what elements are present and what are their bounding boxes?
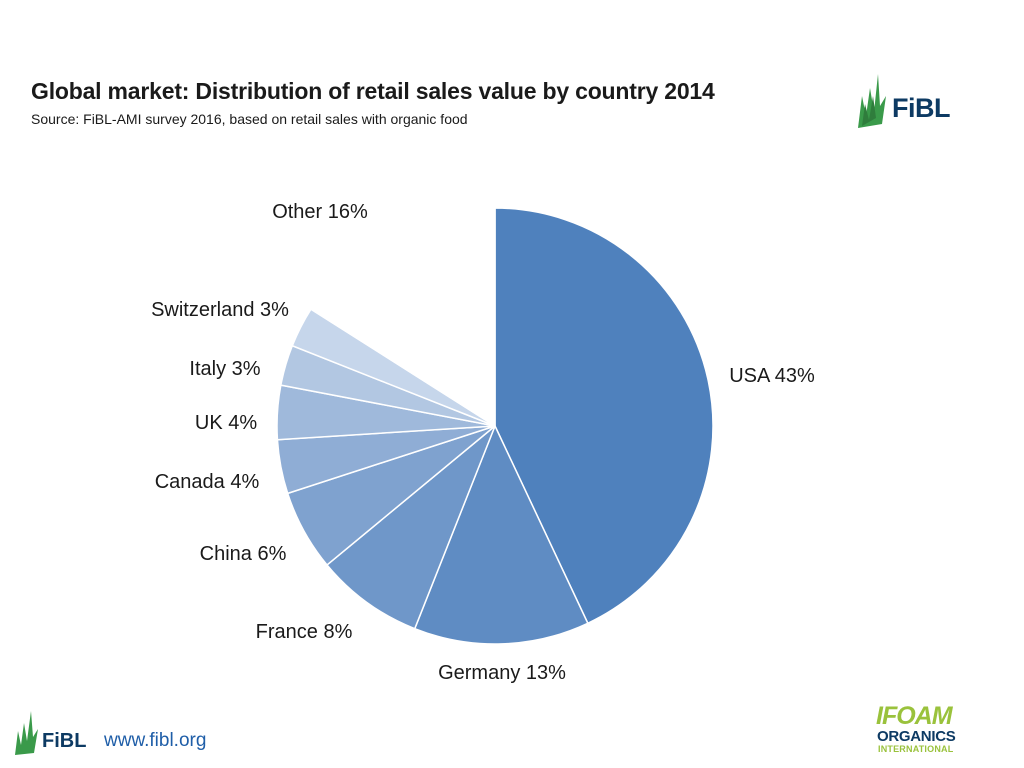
website-link[interactable]: www.fibl.org (104, 730, 207, 751)
pie-slice-other (309, 207, 496, 428)
footer-fibl-leaf-icon (15, 711, 38, 755)
slice-label-china: China 6% (200, 543, 287, 565)
pie-slice-usa (494, 207, 714, 625)
fibl-leaf-icon (858, 74, 886, 128)
chart-title: Global market: Distribution of retail sa… (31, 78, 715, 104)
slice-label-canada: Canada 4% (155, 471, 260, 493)
fibl-logo: FiBL (856, 66, 956, 132)
slice-label-usa: USA 43% (729, 365, 815, 387)
slice-label-uk: UK 4% (195, 412, 257, 434)
ifoam-logo-line2: ORGANICS (877, 728, 956, 745)
ifoam-logo-line1: IFOAM (876, 702, 953, 730)
chart-subtitle: Source: FiBL-AMI survey 2016, based on r… (31, 111, 468, 127)
ifoam-logo-line3: INTERNATIONAL (878, 744, 954, 754)
slice-label-other: Other 16% (272, 201, 368, 223)
fibl-wordmark: FiBL (892, 93, 951, 123)
slice-label-france: France 8% (256, 621, 353, 643)
slice-label-italy: Italy 3% (189, 358, 260, 380)
pie-slice-france (325, 425, 496, 630)
pie-slice-germany (413, 424, 589, 645)
ifoam-logo: IFOAM ORGANICS INTERNATIONAL (876, 702, 966, 754)
footer-fibl-logo: FiBL (14, 707, 104, 757)
footer-fibl-wordmark: FiBL (42, 730, 87, 752)
slice-label-germany: Germany 13% (438, 662, 566, 684)
slice-label-switzerland: Switzerland 3% (151, 299, 289, 321)
